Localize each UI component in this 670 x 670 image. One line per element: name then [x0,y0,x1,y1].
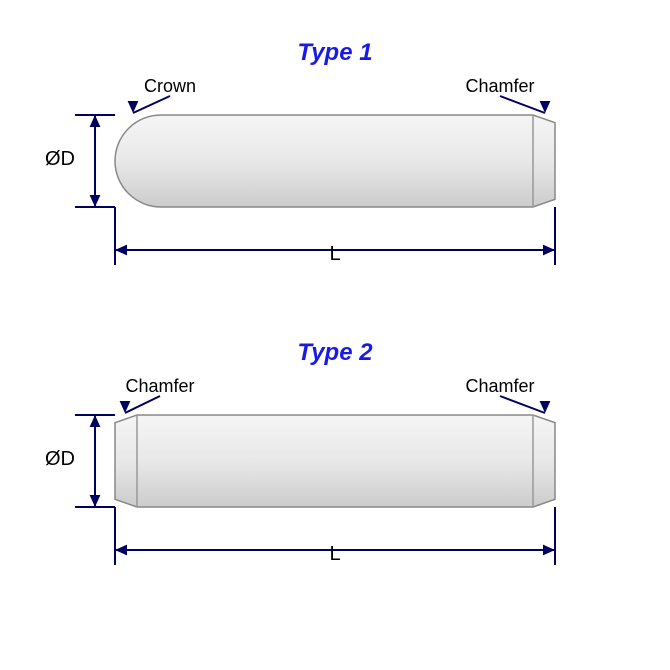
type2-right-label: Chamfer [465,376,534,396]
type2-len-label: L [329,543,340,565]
type2-title: Type 2 [297,339,373,366]
diagram-shape [0,0,670,670]
type1-len-label: L [329,243,340,265]
type1-right-label: Chamfer [465,76,534,96]
type1-diam-label: ØD [45,148,75,170]
type2-diam-label: ØD [45,448,75,470]
type1-title: Type 1 [297,39,372,66]
diagram-shape [115,115,555,207]
type1-left-label: Crown [144,76,196,96]
type2-left-label: Chamfer [125,376,194,396]
diagram-shape [115,415,555,507]
